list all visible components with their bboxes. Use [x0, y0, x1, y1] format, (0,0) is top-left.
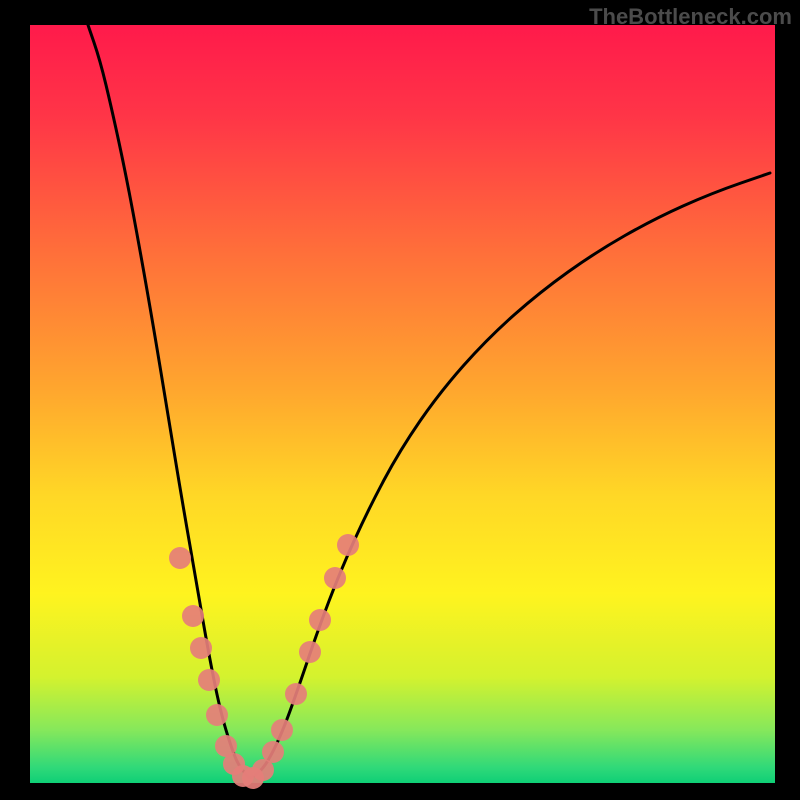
data-markers [169, 534, 359, 789]
data-marker [337, 534, 359, 556]
data-marker [223, 753, 245, 775]
data-marker [190, 637, 212, 659]
data-marker [252, 759, 274, 781]
plot-background [30, 25, 775, 783]
data-marker [232, 765, 254, 787]
bottleneck-curve-chart [0, 0, 800, 800]
data-marker [215, 735, 237, 757]
right-branch-curve [250, 173, 770, 778]
data-marker [271, 719, 293, 741]
data-marker [182, 605, 204, 627]
data-marker [285, 683, 307, 705]
data-marker [299, 641, 321, 663]
data-marker [309, 609, 331, 631]
data-marker [262, 741, 284, 763]
data-marker [242, 767, 264, 789]
data-marker [206, 704, 228, 726]
data-marker [324, 567, 346, 589]
left-branch-curve [88, 25, 250, 778]
data-marker [169, 547, 191, 569]
data-marker [198, 669, 220, 691]
chart-container: TheBottleneck.com [0, 0, 800, 800]
watermark-text: TheBottleneck.com [589, 4, 792, 30]
